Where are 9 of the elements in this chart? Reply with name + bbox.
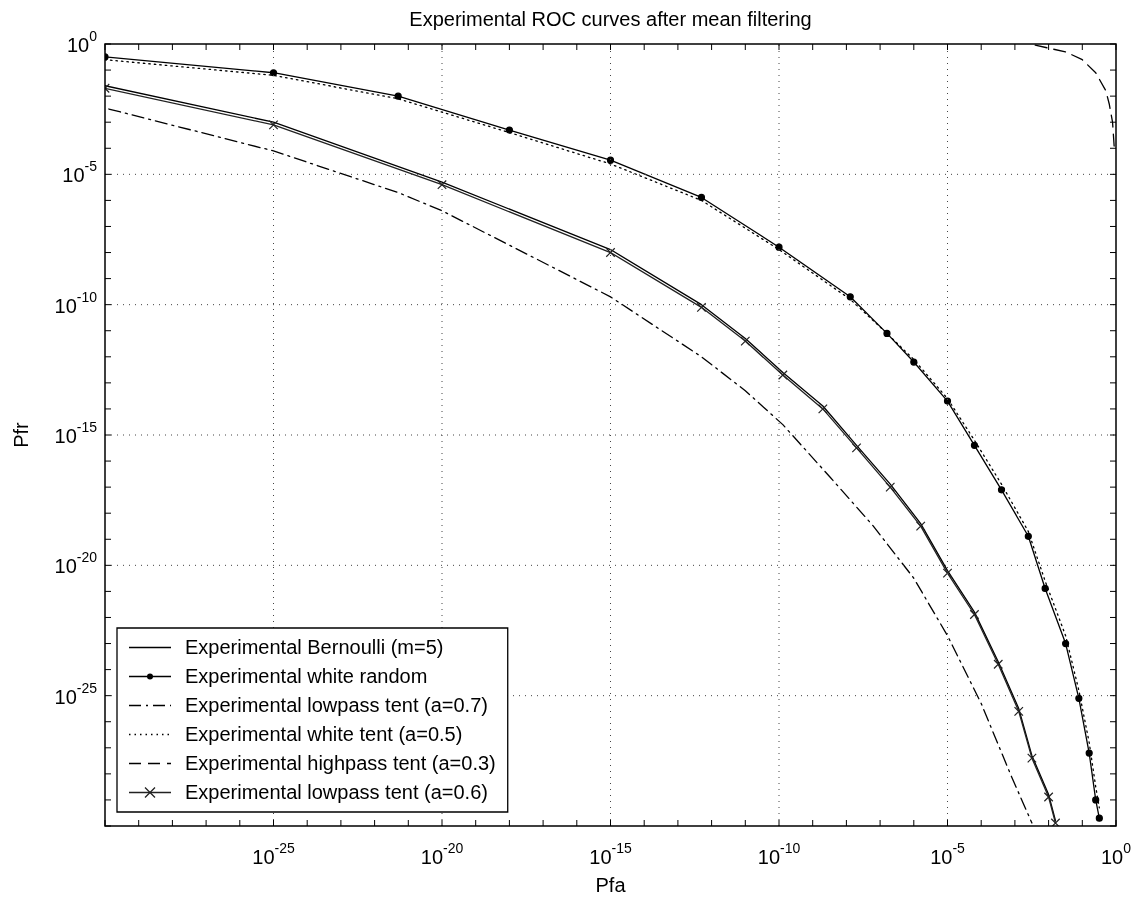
x-axis-title: Pfa bbox=[595, 874, 627, 896]
legend-label: Experimental lowpass tent (a=0.7) bbox=[185, 694, 488, 717]
legend-label: Experimental highpass tent (a=0.3) bbox=[185, 752, 496, 775]
legend-label: Experimental white tent (a=0.5) bbox=[185, 723, 463, 746]
legend-label: Experimental Bernoulli (m=5) bbox=[185, 636, 444, 659]
legend-label: Experimental lowpass tent (a=0.6) bbox=[185, 781, 488, 804]
chart-title: Experimental ROC curves after mean filtering bbox=[409, 8, 812, 30]
y-axis-title: Pfr bbox=[10, 421, 32, 448]
legend-label: Experimental white random bbox=[185, 665, 428, 688]
